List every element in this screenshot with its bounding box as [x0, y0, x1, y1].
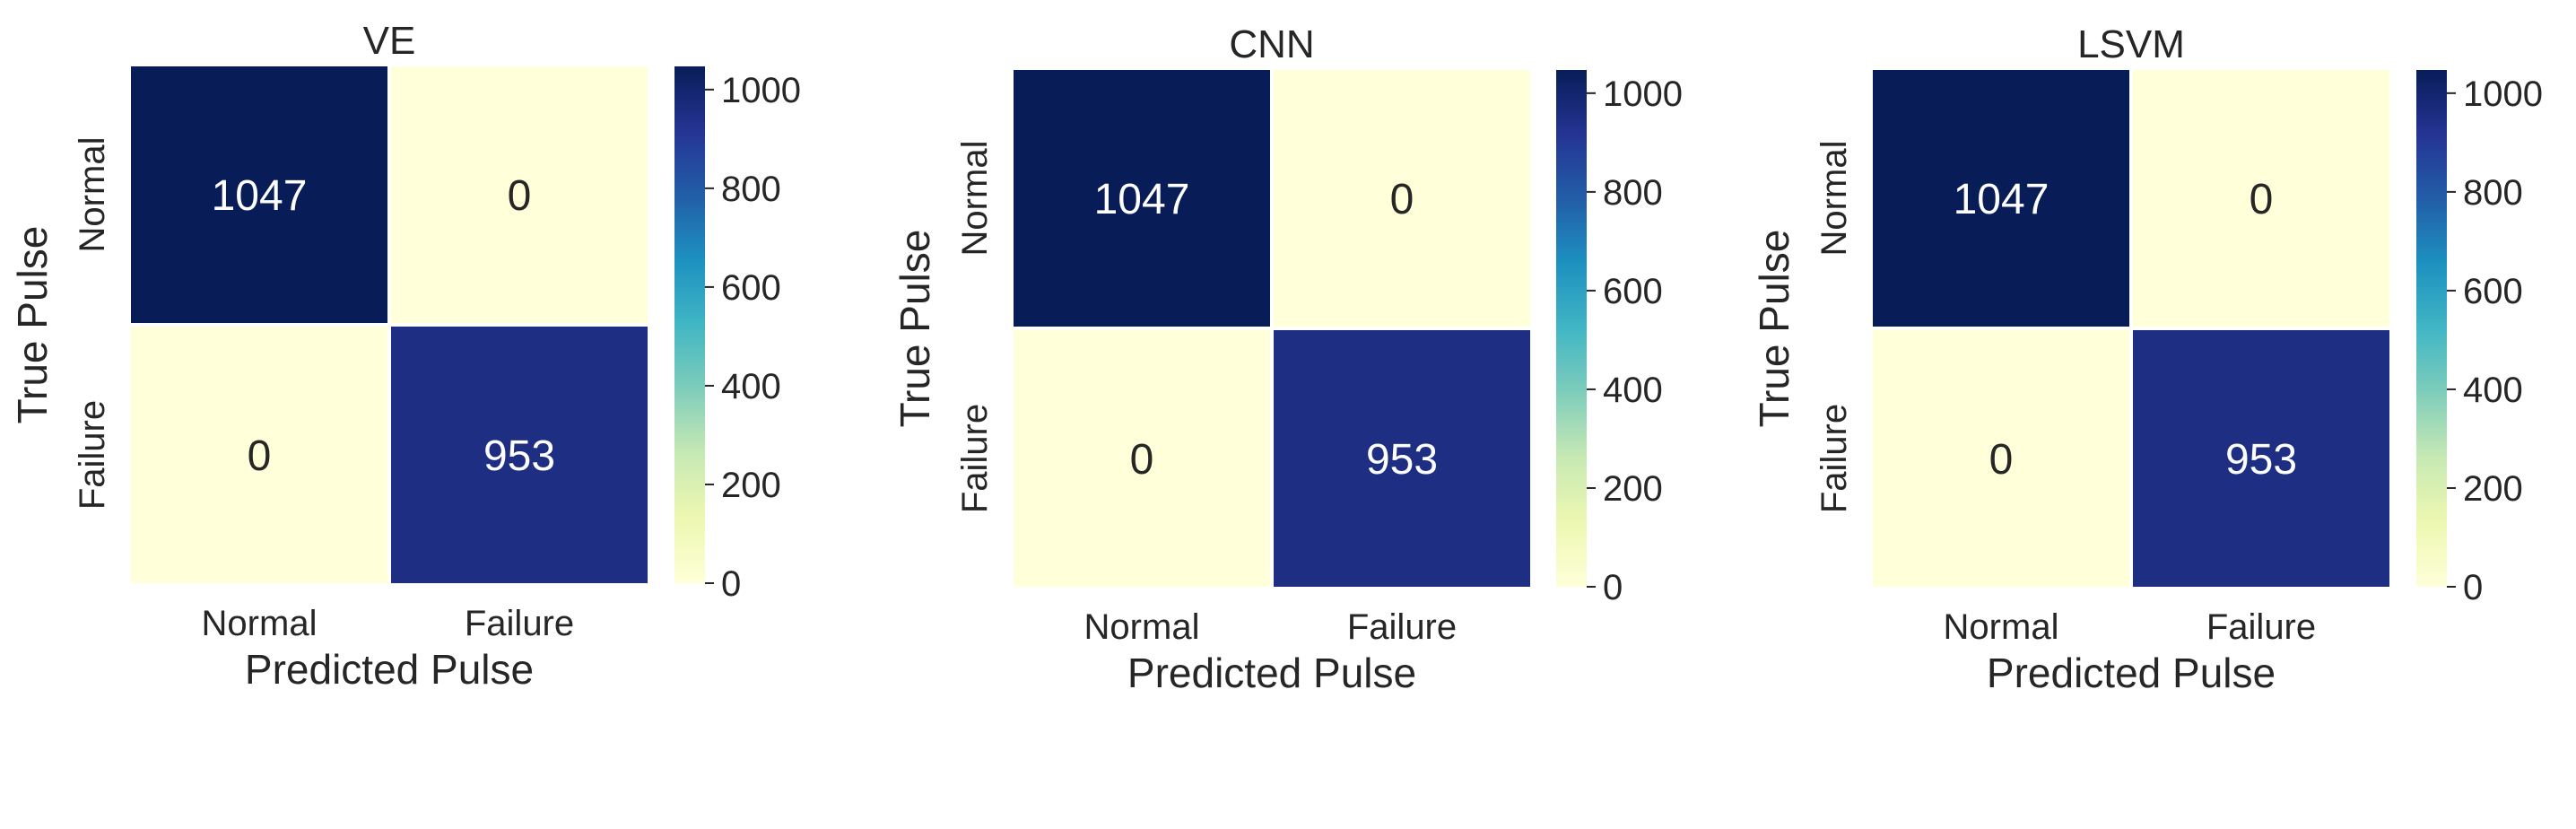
colorbar-tick-label: 200	[721, 466, 781, 505]
cell-value-label: 0	[1390, 176, 1414, 223]
x-tick-label: Failure	[465, 604, 574, 643]
heatmap-cell	[1873, 70, 2129, 327]
y-axis-label: True Pulse	[9, 226, 56, 424]
x-axis-label: Predicted Pulse	[245, 646, 534, 693]
chart-title: CNN	[1229, 22, 1314, 66]
colorbar-tick-label: 400	[721, 367, 781, 406]
cell-value-label: 0	[2250, 176, 2274, 223]
y-tick-label: Normal	[1815, 141, 1854, 257]
colorbar-tick-label: 0	[2463, 568, 2483, 607]
heatmap-cell	[131, 66, 387, 323]
x-tick-label: Failure	[1347, 607, 1457, 647]
heatmap-cell	[1274, 70, 1530, 327]
heatmap-cell	[131, 327, 387, 583]
heatmap-cell	[1274, 330, 1530, 587]
cell-value-label: 1047	[1094, 176, 1190, 223]
x-axis-label: Predicted Pulse	[1127, 650, 1416, 696]
x-axis-label: Predicted Pulse	[1987, 650, 2276, 696]
heatmap-cell	[391, 66, 648, 323]
x-tick-label: Failure	[2206, 607, 2316, 647]
y-tick-label: Normal	[73, 137, 112, 253]
x-tick-label: Normal	[202, 604, 318, 643]
colorbar-tick-label: 1000	[1603, 74, 1683, 114]
colorbar-tick-label: 400	[1603, 371, 1663, 410]
colorbar-tick-label: 600	[721, 268, 781, 308]
colorbar-tick-label: 600	[2463, 272, 2523, 311]
colorbar-tick-label: 1000	[721, 71, 801, 110]
y-tick-label: Normal	[955, 141, 995, 257]
cell-value-label: 0	[1130, 436, 1154, 484]
cell-value-label: 953	[1366, 436, 1438, 484]
colorbar	[2416, 70, 2447, 587]
chart-title: VE	[363, 19, 416, 63]
colorbar-tick-label: 200	[2463, 469, 2523, 509]
colorbar-tick-label: 0	[721, 564, 741, 604]
cell-value-label: 0	[248, 432, 272, 480]
y-tick-label: Failure	[1815, 404, 1854, 513]
colorbar	[674, 66, 705, 583]
y-tick-label: Failure	[955, 404, 995, 513]
chart-title: LSVM	[2077, 22, 2185, 66]
colorbar-tick-label: 200	[1603, 469, 1663, 509]
heatmap-cell	[1014, 330, 1270, 587]
colorbar	[1556, 70, 1587, 587]
colorbar-tick-label: 800	[2463, 173, 2523, 213]
colorbar-tick-label: 400	[2463, 371, 2523, 410]
heatmap-cell	[391, 327, 648, 583]
cell-value-label: 0	[1989, 436, 2014, 484]
y-axis-label: True Pulse	[1751, 230, 1797, 428]
colorbar-tick-label: 1000	[2463, 74, 2543, 114]
cell-value-label: 953	[2225, 436, 2297, 484]
x-tick-label: Normal	[1944, 607, 2059, 647]
cell-value-label: 1047	[212, 172, 308, 220]
colorbar-tick-label: 0	[1603, 568, 1623, 607]
y-tick-label: Failure	[73, 400, 112, 510]
heatmap-cell	[1014, 70, 1270, 327]
x-tick-label: Normal	[1084, 607, 1200, 647]
cell-value-label: 1047	[1954, 176, 2049, 223]
heatmap-cell	[1873, 330, 2129, 587]
colorbar-tick-label: 800	[721, 170, 781, 209]
y-axis-label: True Pulse	[892, 230, 938, 428]
colorbar-tick-label: 600	[1603, 272, 1663, 311]
heatmap-cell	[2133, 330, 2389, 587]
cell-value-label: 0	[508, 172, 532, 220]
cell-value-label: 953	[483, 432, 555, 480]
colorbar-tick-label: 800	[1603, 173, 1663, 213]
heatmap-cell	[2133, 70, 2389, 327]
